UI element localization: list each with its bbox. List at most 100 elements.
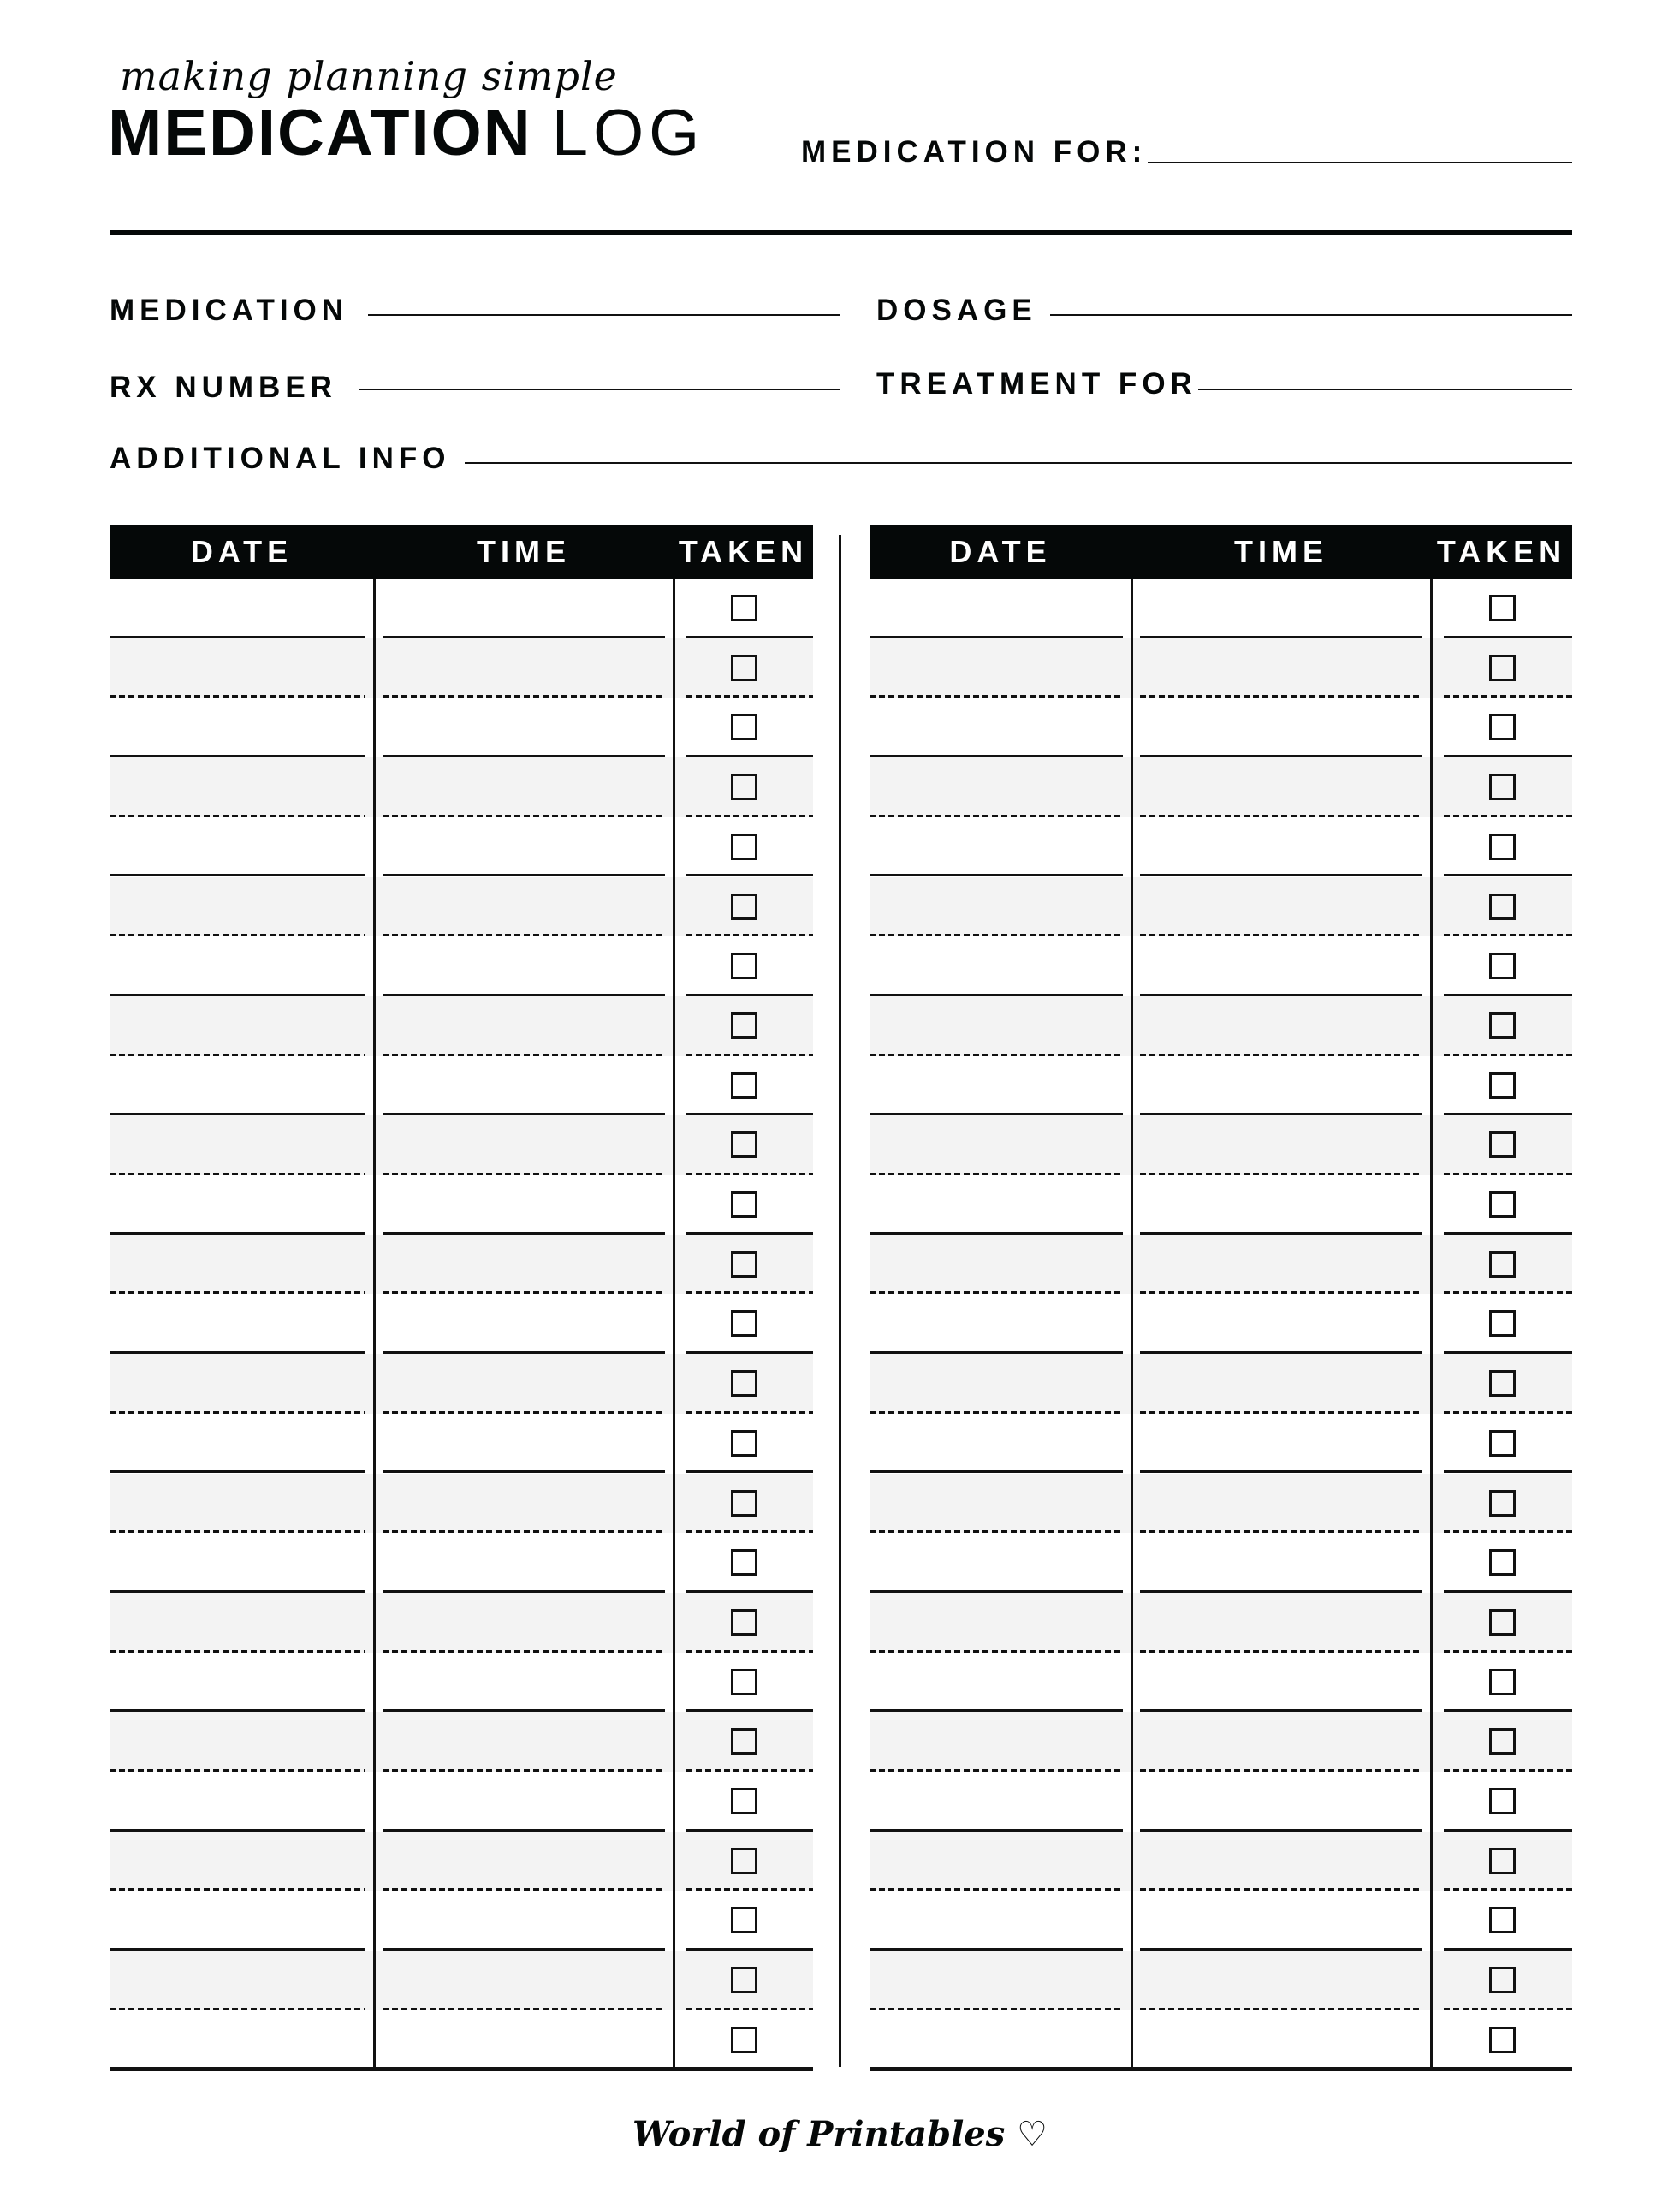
medication-field[interactable] [368, 314, 840, 316]
taken-cell-line[interactable] [686, 874, 813, 877]
taken-cell-line[interactable] [686, 1113, 813, 1116]
time-cell-line[interactable] [383, 1351, 665, 1355]
taken-checkbox[interactable] [1488, 1310, 1516, 1338]
date-cell-line[interactable] [870, 1113, 1123, 1116]
time-cell-line[interactable] [383, 1113, 665, 1116]
date-cell-line[interactable] [870, 1530, 1123, 1534]
taken-checkbox[interactable] [730, 1668, 757, 1695]
taken-cell-line[interactable] [1444, 1649, 1572, 1653]
taken-checkbox[interactable] [730, 1429, 757, 1457]
time-cell-line[interactable] [1140, 874, 1422, 877]
date-cell-line[interactable] [870, 1232, 1123, 1235]
time-cell-line[interactable] [1140, 1291, 1422, 1295]
taken-checkbox[interactable] [730, 1370, 757, 1398]
date-cell-line[interactable] [110, 1709, 365, 1713]
taken-checkbox[interactable] [730, 953, 757, 980]
time-cell-line[interactable] [383, 1948, 665, 1951]
date-cell-line[interactable] [870, 755, 1123, 758]
taken-checkbox[interactable] [1488, 595, 1516, 621]
date-cell-line[interactable] [870, 1649, 1123, 1653]
taken-cell-line[interactable] [686, 1888, 813, 1891]
date-cell-line[interactable] [870, 934, 1123, 937]
taken-cell-line[interactable] [686, 993, 813, 996]
taken-checkbox[interactable] [1488, 953, 1516, 980]
rx-number-field[interactable] [359, 389, 840, 390]
date-cell-line[interactable] [870, 695, 1123, 698]
date-cell-line[interactable] [110, 635, 365, 638]
date-cell-line[interactable] [110, 1589, 365, 1593]
date-cell-line[interactable] [110, 1828, 365, 1832]
taken-cell-line[interactable] [686, 1768, 813, 1772]
date-cell-line[interactable] [110, 1053, 365, 1056]
taken-cell-line[interactable] [1444, 1113, 1572, 1116]
time-cell-line[interactable] [1140, 1053, 1422, 1056]
date-cell-line[interactable] [870, 1709, 1123, 1713]
taken-cell-line[interactable] [686, 635, 813, 638]
time-cell-line[interactable] [1140, 814, 1422, 817]
date-cell-line[interactable] [870, 874, 1123, 877]
date-cell-line[interactable] [110, 1470, 365, 1474]
taken-checkbox[interactable] [1488, 654, 1516, 681]
time-cell-line[interactable] [1140, 1232, 1422, 1235]
time-cell-line[interactable] [383, 1828, 665, 1832]
date-cell-line[interactable] [110, 695, 365, 698]
taken-checkbox[interactable] [1488, 1788, 1516, 1814]
taken-checkbox[interactable] [730, 1728, 757, 1755]
taken-checkbox[interactable] [730, 1489, 757, 1517]
date-cell-line[interactable] [870, 1948, 1123, 1951]
taken-cell-line[interactable] [686, 1589, 813, 1593]
date-cell-line[interactable] [110, 1232, 365, 1235]
time-cell-line[interactable] [1140, 993, 1422, 996]
time-cell-line[interactable] [383, 1530, 665, 1534]
taken-cell-line[interactable] [686, 695, 813, 698]
taken-checkbox[interactable] [730, 1250, 757, 1278]
time-cell-line[interactable] [383, 1053, 665, 1056]
taken-cell-line[interactable] [1444, 1828, 1572, 1832]
time-cell-line[interactable] [1140, 1172, 1422, 1175]
taken-checkbox[interactable] [1488, 1131, 1516, 1159]
taken-checkbox[interactable] [1488, 1250, 1516, 1278]
time-cell-line[interactable] [1140, 1888, 1422, 1891]
time-cell-line[interactable] [383, 1172, 665, 1175]
date-cell-line[interactable] [110, 1888, 365, 1891]
date-cell-line[interactable] [110, 755, 365, 758]
taken-cell-line[interactable] [1444, 1470, 1572, 1474]
time-cell-line[interactable] [1140, 1470, 1422, 1474]
taken-cell-line[interactable] [1444, 2007, 1572, 2010]
taken-checkbox[interactable] [730, 1131, 757, 1159]
date-cell-line[interactable] [110, 1291, 365, 1295]
date-cell-line[interactable] [110, 1768, 365, 1772]
taken-checkbox[interactable] [1488, 1429, 1516, 1457]
taken-cell-line[interactable] [1444, 1053, 1572, 1056]
taken-cell-line[interactable] [1444, 1172, 1572, 1175]
time-cell-line[interactable] [383, 695, 665, 698]
date-cell-line[interactable] [870, 993, 1123, 996]
date-cell-line[interactable] [870, 635, 1123, 638]
time-cell-line[interactable] [1140, 1649, 1422, 1653]
date-cell-line[interactable] [110, 1530, 365, 1534]
time-cell-line[interactable] [1140, 1768, 1422, 1772]
taken-cell-line[interactable] [686, 1709, 813, 1713]
time-cell-line[interactable] [1140, 1410, 1422, 1414]
taken-cell-line[interactable] [686, 934, 813, 937]
taken-checkbox[interactable] [730, 1549, 757, 1576]
time-cell-line[interactable] [383, 1232, 665, 1235]
taken-cell-line[interactable] [1444, 934, 1572, 937]
time-cell-line[interactable] [1140, 2007, 1422, 2010]
taken-checkbox[interactable] [1488, 1191, 1516, 1218]
taken-cell-line[interactable] [1444, 1291, 1572, 1295]
taken-checkbox[interactable] [730, 714, 757, 741]
taken-checkbox[interactable] [1488, 833, 1516, 860]
taken-cell-line[interactable] [1444, 635, 1572, 638]
time-cell-line[interactable] [1140, 1351, 1422, 1355]
date-cell-line[interactable] [110, 934, 365, 937]
taken-cell-line[interactable] [1444, 1410, 1572, 1414]
date-cell-line[interactable] [110, 1113, 365, 1116]
taken-checkbox[interactable] [1488, 1608, 1516, 1636]
date-cell-line[interactable] [110, 814, 365, 817]
date-cell-line[interactable] [870, 1291, 1123, 1295]
taken-cell-line[interactable] [1444, 1589, 1572, 1593]
time-cell-line[interactable] [383, 1888, 665, 1891]
taken-cell-line[interactable] [686, 1291, 813, 1295]
time-cell-line[interactable] [383, 1649, 665, 1653]
